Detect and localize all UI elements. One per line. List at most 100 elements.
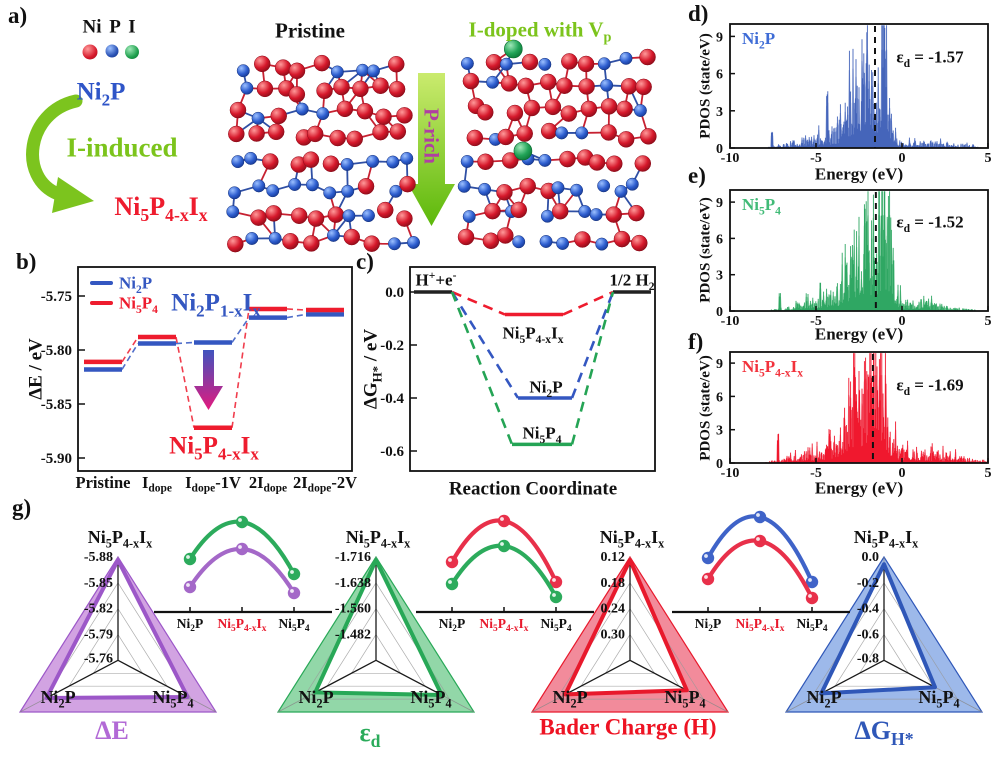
- svg-text:-5: -5: [810, 466, 822, 481]
- svg-text:0: 0: [899, 466, 906, 481]
- radar4-title: ΔGH*: [854, 716, 914, 750]
- svg-text:0.24: 0.24: [601, 602, 626, 617]
- radar2-right-label: Ni5P4: [410, 687, 452, 711]
- svg-text:5: 5: [985, 314, 992, 329]
- svg-text:-0.8: -0.8: [857, 651, 879, 666]
- svg-text:0.0: 0.0: [385, 285, 404, 301]
- p-rich-label: P-rich: [419, 108, 444, 164]
- c-initial-state-label: H++e-: [415, 268, 457, 290]
- d-xlabel: Energy (eV): [814, 164, 904, 184]
- svg-text:2Idope-2V: 2Idope-2V: [293, 473, 357, 495]
- panel-a-tag: a): [8, 3, 28, 28]
- svg-text:Ni2P: Ni2P: [439, 616, 465, 634]
- svg-text:9: 9: [716, 357, 723, 372]
- svg-text:-0.2: -0.2: [380, 338, 404, 354]
- svg-text:9: 9: [716, 196, 723, 211]
- formula-ni2p: Ni2P: [76, 78, 126, 110]
- svg-text:-5.90: -5.90: [41, 451, 72, 467]
- legend-p-label: P: [109, 16, 121, 38]
- c-level-label-ni5p4: Ni5P4: [522, 423, 562, 446]
- radar4-apex-label: Ni5P4-xIx: [853, 527, 919, 551]
- radar3-right-label: Ni5P4: [664, 687, 706, 711]
- svg-text:-0.2: -0.2: [857, 576, 879, 591]
- svg-text:5: 5: [985, 151, 992, 166]
- svg-text:9: 9: [716, 30, 723, 45]
- radar2-apex-label: Ni5P4-xIx: [345, 527, 411, 551]
- svg-text:0: 0: [716, 305, 723, 320]
- svg-text:Ni5P4-xIx: Ni5P4-xIx: [480, 616, 529, 634]
- b-legend-swatch-ni5p4: [90, 301, 113, 305]
- radar4-right-label: Ni5P4: [918, 687, 960, 711]
- svg-text:Ni2P: Ni2P: [695, 616, 721, 634]
- svg-text:-5.80: -5.80: [41, 343, 72, 359]
- ni-atom-legend-icon: [82, 44, 98, 60]
- svg-text:-5: -5: [810, 314, 822, 329]
- b-annotation-bottom: Ni5P4-xIx: [169, 432, 259, 464]
- svg-text:2Idope: 2Idope: [249, 473, 287, 495]
- e-series-label: Ni5P4: [742, 195, 781, 218]
- f-xlabel: Energy (eV): [814, 478, 904, 498]
- c-xlabel: Reaction Coordinate: [448, 478, 618, 500]
- svg-text:5: 5: [985, 466, 992, 481]
- svg-text:0: 0: [899, 314, 906, 329]
- svg-text:Idope-1V: Idope-1V: [185, 473, 241, 495]
- b-legend-ni2p: Ni2P: [119, 273, 153, 296]
- svg-text:-5.76: -5.76: [84, 651, 113, 666]
- svg-text:Ni2P: Ni2P: [177, 616, 203, 634]
- legend-ni-label: Ni: [82, 16, 102, 38]
- f-ylabel: PDOS (state/eV): [697, 355, 714, 461]
- svg-text:-5.82: -5.82: [84, 602, 113, 617]
- svg-text:-1.638: -1.638: [335, 576, 371, 591]
- svg-text:-1.482: -1.482: [335, 628, 371, 643]
- c-level-label-ni5p4xix: Ni5P4-xIx: [502, 323, 564, 346]
- svg-text:-5.88: -5.88: [84, 550, 113, 565]
- svg-text:Idope: Idope: [142, 473, 172, 495]
- svg-text:-5.79: -5.79: [84, 628, 113, 643]
- c-final-state-label: 1/2 H2: [609, 270, 655, 293]
- d-ylabel: PDOS (state/eV): [697, 33, 714, 139]
- svg-text:-0.4: -0.4: [857, 602, 879, 617]
- radar1-title: ΔE: [95, 716, 129, 745]
- svg-text:Pristine: Pristine: [76, 473, 131, 492]
- svg-text:0.12: 0.12: [601, 550, 626, 565]
- f-epsilon-value: εd = -1.69: [896, 375, 964, 398]
- radar2-title: εd: [359, 718, 381, 752]
- c-level-label-ni2p: Ni2P: [529, 377, 563, 400]
- f-series-label: Ni5P4-xIx: [742, 357, 803, 380]
- svg-text:-5.85: -5.85: [84, 576, 113, 591]
- i-induced-label: I-induced: [66, 132, 178, 163]
- pristine-label: Pristine: [275, 18, 345, 43]
- svg-text:0.0: 0.0: [862, 550, 880, 565]
- svg-text:-5: -5: [810, 151, 822, 166]
- svg-text:-5.85: -5.85: [41, 397, 72, 413]
- e-ylabel: PDOS (state/eV): [697, 197, 714, 303]
- svg-text:-5.75: -5.75: [41, 289, 72, 305]
- svg-text:6: 6: [716, 232, 723, 247]
- radar1-right-label: Ni5P4: [152, 687, 194, 711]
- panel-e-tag: e): [688, 163, 706, 188]
- svg-text:-0.6: -0.6: [380, 444, 404, 460]
- svg-text:Ni5P4: Ni5P4: [278, 616, 309, 634]
- panel-d-tag: d): [688, 1, 709, 26]
- svg-text:0: 0: [716, 457, 723, 472]
- p-atom-legend-icon: [105, 44, 119, 58]
- legend-i-label: I: [128, 16, 136, 38]
- svg-text:-0.6: -0.6: [857, 628, 879, 643]
- b-annotation-top: Ni2P1-xIx: [171, 289, 261, 321]
- svg-text:-1.716: -1.716: [335, 550, 371, 565]
- svg-text:3: 3: [716, 105, 723, 120]
- radar2-left-label: Ni2P: [298, 687, 334, 711]
- svg-text:6: 6: [716, 390, 723, 405]
- radar3-apex-label: Ni5P4-xIx: [599, 527, 665, 551]
- svg-text:-1.560: -1.560: [335, 602, 371, 617]
- svg-text:0: 0: [899, 151, 906, 166]
- svg-text:Ni5P4-xIx: Ni5P4-xIx: [218, 616, 267, 634]
- panel-f-tag: f): [688, 329, 704, 354]
- panel-b-tag: b): [16, 249, 37, 274]
- svg-text:-0.4: -0.4: [380, 391, 404, 407]
- c-ylabel: ΔGH* / eV: [360, 328, 385, 410]
- panel-c-tag: c): [356, 249, 374, 274]
- d-epsilon-value: εd = -1.57: [896, 47, 964, 70]
